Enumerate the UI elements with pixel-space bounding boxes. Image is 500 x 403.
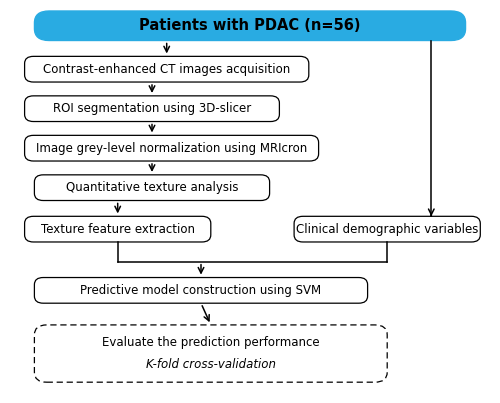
FancyBboxPatch shape <box>34 11 466 41</box>
Text: Texture feature extraction: Texture feature extraction <box>40 222 194 236</box>
Text: Contrast-enhanced CT images acquisition: Contrast-enhanced CT images acquisition <box>43 63 290 76</box>
FancyBboxPatch shape <box>24 135 318 161</box>
Text: ROI segmentation using 3D-slicer: ROI segmentation using 3D-slicer <box>53 102 251 115</box>
FancyBboxPatch shape <box>24 96 280 122</box>
FancyBboxPatch shape <box>34 278 367 303</box>
Text: Image grey-level normalization using MRIcron: Image grey-level normalization using MRI… <box>36 142 307 155</box>
FancyBboxPatch shape <box>24 216 211 242</box>
Text: Predictive model construction using SVM: Predictive model construction using SVM <box>80 284 322 297</box>
Text: K-fold cross-validation: K-fold cross-validation <box>146 358 276 371</box>
Text: Patients with PDAC (n=56): Patients with PDAC (n=56) <box>139 18 361 33</box>
FancyBboxPatch shape <box>294 216 480 242</box>
FancyBboxPatch shape <box>24 56 309 82</box>
Text: Clinical demographic variables: Clinical demographic variables <box>296 222 478 236</box>
Text: Evaluate the prediction performance: Evaluate the prediction performance <box>102 336 320 349</box>
FancyBboxPatch shape <box>34 325 387 382</box>
FancyBboxPatch shape <box>34 175 270 201</box>
Text: Quantitative texture analysis: Quantitative texture analysis <box>66 181 238 194</box>
